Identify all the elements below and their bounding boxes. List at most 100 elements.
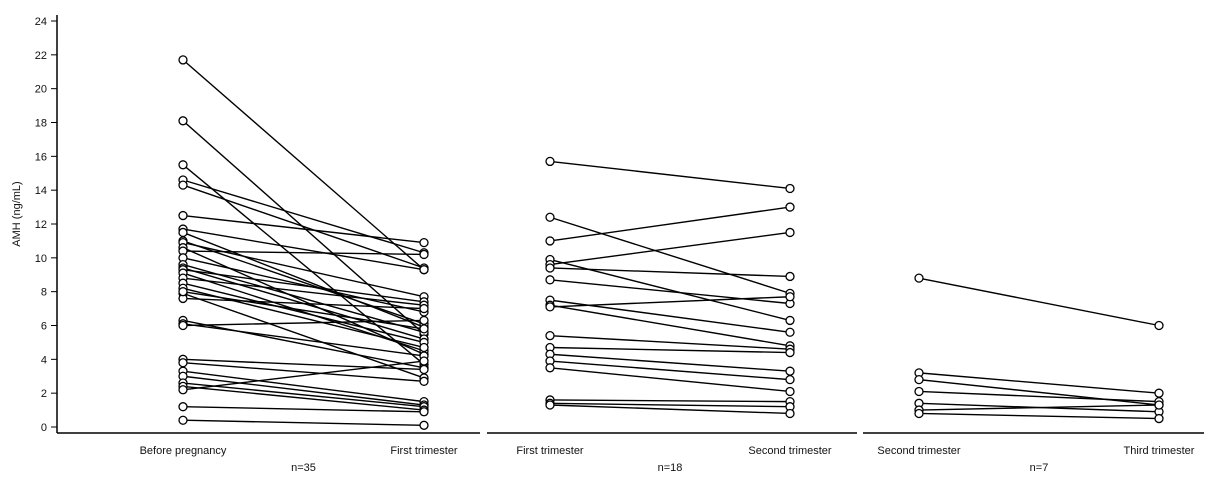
y-tick-label: 18 [35, 118, 47, 130]
data-point [178, 358, 188, 368]
paired-line [918, 372, 1160, 394]
data-point [785, 202, 795, 212]
data-point [785, 347, 795, 358]
data-point [1154, 400, 1164, 410]
y-tick-label: 12 [35, 219, 47, 231]
data-point [914, 408, 924, 419]
data-point [419, 356, 429, 366]
paired-line [549, 160, 791, 190]
paired-line [182, 241, 425, 298]
paired-line [182, 360, 425, 391]
data-point [419, 376, 429, 386]
data-point [545, 275, 555, 285]
data-point [419, 420, 429, 430]
panel-3: Second trimester Third trimester n=7 [863, 273, 1204, 474]
paired-line [182, 319, 425, 327]
paired-line [182, 214, 425, 244]
data-point [419, 342, 429, 353]
data-point [785, 315, 795, 326]
data-point [178, 227, 188, 238]
data-point [545, 156, 555, 167]
paired-line [918, 378, 1160, 406]
y-tick-label: 22 [35, 50, 47, 62]
data-point [545, 363, 555, 373]
data-point [178, 116, 188, 126]
paired-line [182, 277, 425, 306]
data-point [178, 402, 188, 412]
data-point [178, 320, 188, 331]
paired-line [549, 304, 791, 347]
data-point [545, 212, 555, 222]
data-point [785, 271, 795, 282]
data-point [785, 292, 795, 302]
paired-line [549, 334, 791, 350]
paired-line [549, 206, 791, 242]
category-label: Third trimester [1124, 445, 1195, 457]
data-point [178, 210, 188, 221]
data-point [785, 327, 795, 337]
data-point [545, 400, 555, 410]
paired-line [549, 231, 791, 266]
y-tick-label: 0 [41, 422, 47, 434]
y-tick-label: 10 [35, 253, 47, 265]
y-tick-label: 20 [35, 84, 47, 96]
data-point [419, 407, 429, 417]
panels: Before pregnancy First trimester n=35 First… [57, 55, 1204, 474]
paired-line [549, 367, 791, 393]
paired-line [918, 277, 1160, 327]
paired-line [182, 257, 425, 313]
y-tick-label: 6 [41, 321, 47, 333]
data-point [419, 303, 429, 314]
paired-line [182, 179, 425, 254]
category-label: First trimester [390, 445, 458, 457]
paired-line [549, 399, 791, 403]
data-point [419, 237, 429, 248]
panel-1: Before pregnancy First trimester n=35 [57, 55, 480, 474]
paired-line [182, 282, 425, 344]
sample-size-label: n=7 [1030, 462, 1049, 474]
y-tick-label: 24 [35, 16, 47, 28]
paired-line [182, 297, 425, 310]
paired-line [182, 375, 425, 406]
data-point [178, 287, 188, 297]
data-point [785, 183, 795, 194]
data-point [785, 386, 795, 397]
paired-line [182, 231, 425, 328]
y-axis-title: AMH (ng/mL) [11, 181, 23, 246]
data-point [545, 302, 555, 312]
paired-line [549, 346, 791, 354]
data-point [178, 160, 188, 170]
paired-line [549, 404, 791, 415]
paired-line [182, 268, 425, 303]
paired-line [182, 120, 425, 335]
paired-line [549, 279, 791, 305]
category-label: Second trimester [877, 445, 960, 457]
paired-line [549, 296, 791, 308]
paired-line [182, 385, 425, 411]
y-tick-label: 8 [41, 287, 47, 299]
y-tick-label: 14 [35, 185, 47, 197]
data-point [419, 265, 429, 275]
paired-line [918, 404, 1160, 411]
paired-line [549, 267, 791, 278]
y-tick-label: 16 [35, 151, 47, 163]
sample-size-label: n=35 [291, 462, 316, 474]
paired-line [182, 250, 425, 256]
paired-line [182, 382, 425, 408]
paired-line [549, 353, 791, 372]
data-point [914, 374, 924, 385]
paired-line [182, 164, 425, 365]
data-point [178, 385, 188, 395]
paired-line [182, 290, 425, 330]
paired-line [918, 412, 1160, 420]
paired-line [182, 406, 425, 413]
data-point [914, 273, 924, 283]
data-point [1154, 388, 1164, 398]
category-label: Before pregnancy [140, 445, 227, 457]
data-point [178, 55, 188, 65]
paired-line [182, 292, 425, 379]
data-point [419, 249, 429, 260]
